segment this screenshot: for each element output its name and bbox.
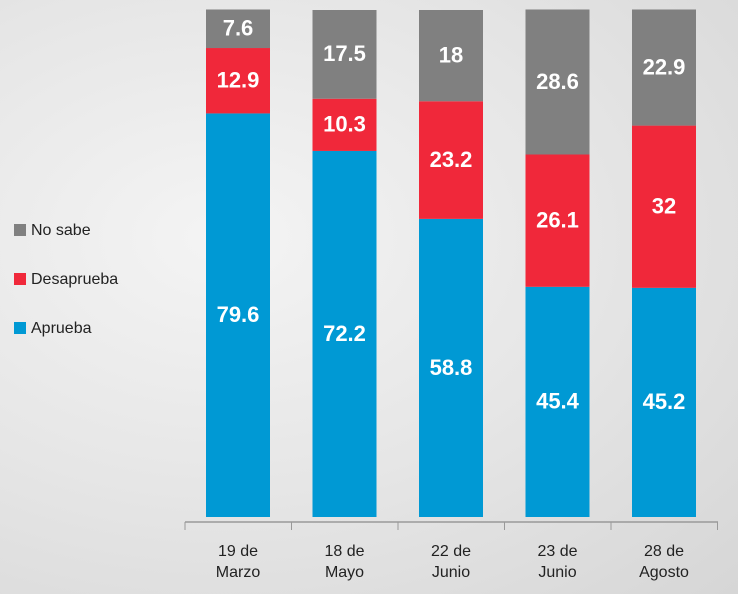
data-label: 72.2 — [323, 321, 366, 346]
data-label: 23.2 — [430, 147, 473, 172]
bar-segment — [632, 125, 696, 288]
data-label: 45.4 — [536, 389, 580, 414]
data-label: 7.6 — [223, 16, 254, 41]
bar-segment — [206, 113, 270, 517]
data-label: 17.5 — [323, 41, 366, 66]
data-label: 22.9 — [643, 54, 686, 79]
data-label: 10.3 — [323, 112, 366, 137]
data-label: 32 — [652, 194, 676, 219]
bar-segment — [525, 9, 590, 155]
data-label: 58.8 — [430, 355, 473, 380]
legend-label: No sabe — [31, 222, 91, 239]
bar-segment — [525, 286, 590, 517]
bar-segment — [632, 287, 696, 517]
x-tick-label: 18 de Mayo — [324, 543, 365, 581]
x-tick-label: 19 de Marzo — [215, 543, 261, 581]
x-tick-label: 23 de Junio — [537, 543, 578, 581]
legend-swatch — [14, 322, 26, 334]
bar-segment — [419, 101, 483, 219]
data-label: 18 — [439, 42, 463, 67]
legend-swatch — [14, 224, 26, 236]
legend-label: Aprueba — [31, 320, 92, 337]
bar-segment — [312, 10, 377, 99]
bar-segment — [206, 9, 270, 49]
data-label: 12.9 — [217, 68, 260, 93]
bar-segment — [419, 10, 483, 102]
legend-swatch — [14, 273, 26, 285]
data-label: 45.2 — [643, 389, 686, 414]
bar-segment — [206, 48, 270, 114]
bar-segment — [312, 150, 377, 518]
bar-segment — [525, 154, 590, 287]
data-label: 79.6 — [217, 302, 260, 327]
x-tick-label: 22 de Junio — [430, 543, 472, 581]
legend-label: Desaprueba — [31, 271, 118, 288]
data-label: 26.1 — [536, 207, 579, 232]
bar-segment — [632, 9, 696, 126]
bar-segment — [419, 218, 483, 517]
bar-segment — [312, 98, 377, 151]
data-label: 28.6 — [536, 69, 579, 94]
x-tick-label: 28 de Agosto — [639, 543, 689, 581]
